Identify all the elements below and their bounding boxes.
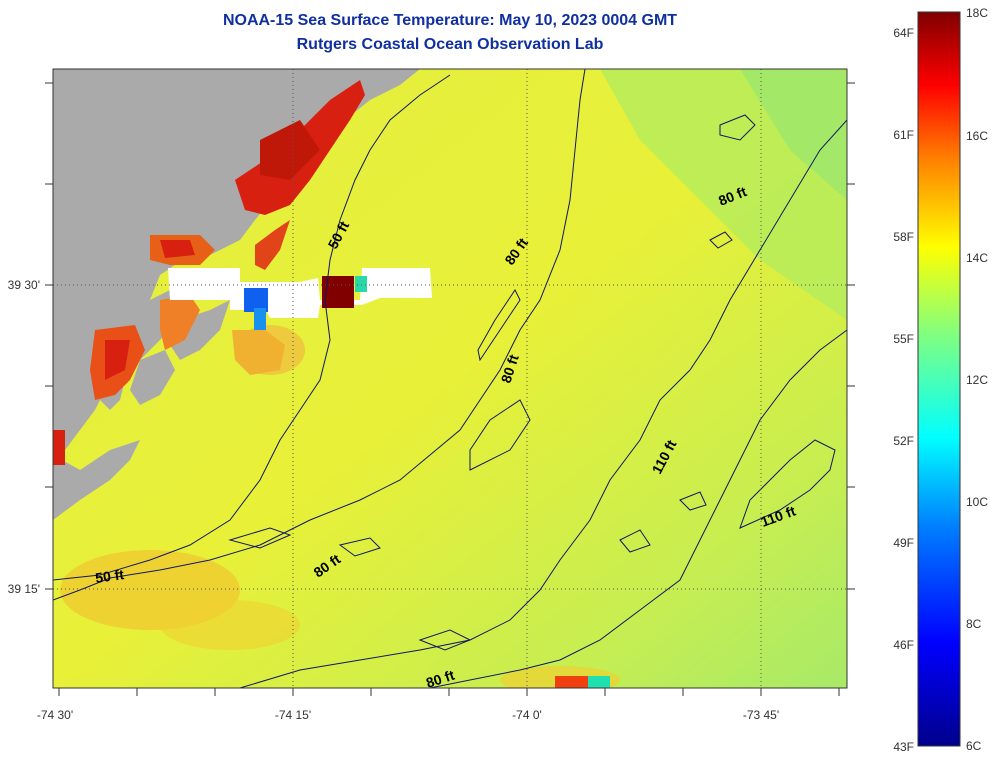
colorbar-f-label: 61F [893,128,914,142]
colorbar-labels: 64F 61F 58F 55F 52F 49F 46F 43F 18C 16C … [893,6,988,754]
lat-label: 39 30' [8,278,40,292]
colorbar-f-label: 64F [893,26,914,40]
land-mass [53,69,420,455]
colorbar-c-label: 10C [966,495,988,509]
lon-label: -74 15' [275,708,311,722]
colorbar-f-label: 46F [893,638,914,652]
bathymetry-contours [53,69,847,688]
colorbar-c-label: 6C [966,739,982,753]
colorbar-f-label: 58F [893,230,914,244]
colorbar-c-label: 12C [966,373,988,387]
colorbar-c-label: 14C [966,251,988,265]
lon-label: -74 0' [512,708,542,722]
map-title: NOAA-15 Sea Surface Temperature: May 10,… [222,12,678,29]
colorbar-c-label: 18C [966,6,988,20]
lon-label: -74 30' [37,708,73,722]
contour-label: 50 ft [94,566,125,586]
colorbar-f-label: 43F [893,740,914,754]
graticule [53,69,847,688]
map-frame [52,68,848,689]
lat-label: 39 15' [8,582,40,596]
sst-field [53,69,847,688]
axis-ticks [45,82,855,696]
colorbar-c-label: 8C [966,617,982,631]
colorbar-c-label: 16C [966,129,988,143]
colorbar-f-label: 52F [893,434,914,448]
lon-label: -73 45' [743,708,779,722]
colorbar-f-label: 49F [893,536,914,550]
map-subtitle: Rutgers Coastal Ocean Observation Lab [296,36,604,53]
colorbar-f-label: 55F [893,332,914,346]
colorbar [917,11,961,747]
